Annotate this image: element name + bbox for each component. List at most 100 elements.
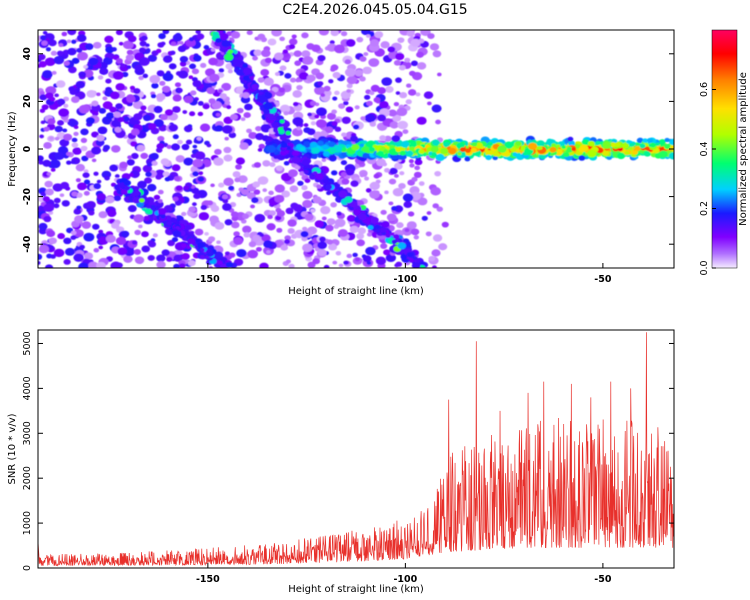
- spectral-blob: [279, 104, 291, 114]
- spectral-blob: [117, 117, 125, 123]
- spectral-blob: [228, 252, 236, 258]
- spectral-blob: [331, 121, 338, 126]
- spectral-blob: [241, 92, 250, 99]
- spectral-blob: [301, 236, 308, 242]
- spectral-blob: [153, 119, 164, 128]
- spectral-blob: [492, 155, 498, 161]
- spectral-blob: [253, 162, 262, 168]
- spectral-blob: [408, 258, 415, 263]
- spectral-blob: [397, 37, 405, 44]
- y-tick-label: 0: [22, 145, 33, 152]
- spectral-blob: [289, 77, 297, 83]
- spectral-blob: [92, 223, 100, 230]
- spectral-blob: [146, 162, 153, 167]
- spectral-blob: [189, 111, 196, 117]
- spectral-blob: [158, 208, 167, 215]
- spectral-blob: [194, 228, 204, 236]
- spectral-blob: [191, 202, 197, 207]
- spectral-blob: [218, 68, 225, 73]
- spectral-blob: [410, 60, 418, 67]
- spectral-blob: [134, 229, 142, 236]
- spectral-blob: [321, 158, 327, 163]
- spectral-blob: [299, 171, 305, 176]
- spectral-blob: [649, 142, 656, 148]
- spectral-blob: [326, 112, 337, 120]
- spectral-blob: [258, 232, 264, 237]
- spectral-blob: [127, 35, 137, 43]
- spectral-blob: [110, 91, 120, 100]
- spectral-blob: [642, 138, 648, 143]
- spectral-blob: [365, 246, 376, 256]
- spectral-blob: [137, 180, 147, 189]
- spectral-blob: [83, 169, 89, 174]
- spectral-blob: [194, 238, 200, 243]
- spectral-blob: [255, 125, 262, 132]
- spectral-blob: [246, 128, 252, 134]
- spectral-blob: [425, 231, 432, 237]
- spectral-blob: [440, 147, 449, 155]
- spectral-blob: [98, 211, 108, 219]
- spectral-blob: [397, 242, 407, 250]
- spectral-blob: [549, 146, 557, 153]
- spectral-blob: [128, 172, 134, 177]
- spectral-blob: [257, 77, 265, 83]
- spectral-blob: [88, 57, 99, 66]
- spectral-blob: [213, 157, 224, 166]
- spectral-blob: [119, 161, 128, 169]
- spectral-blob: [280, 244, 289, 251]
- spectral-blob: [58, 108, 70, 117]
- spectral-blob: [196, 33, 205, 40]
- spectral-blob: [185, 38, 196, 48]
- spectral-blob: [121, 230, 130, 238]
- spectral-blob: [41, 104, 49, 110]
- spectral-blob: [83, 190, 90, 196]
- spectral-blob: [71, 191, 78, 197]
- spectral-blob: [321, 216, 327, 221]
- spectral-blob: [230, 31, 241, 39]
- spectral-blob: [409, 70, 416, 77]
- spectral-blob: [172, 196, 179, 202]
- spectral-blob: [218, 182, 225, 188]
- y-tick-label: 5000: [22, 331, 33, 355]
- spectral-blob: [389, 121, 399, 129]
- spectral-blob: [315, 72, 325, 80]
- spectral-blob: [413, 235, 420, 240]
- spectral-blob: [88, 210, 95, 216]
- spectral-blob: [149, 74, 161, 84]
- spectral-blob: [126, 95, 136, 103]
- spectral-blob: [346, 253, 353, 259]
- spectral-blob: [409, 146, 416, 152]
- spectral-blob: [324, 184, 333, 190]
- spectral-blob: [266, 223, 276, 231]
- spectral-blob: [39, 134, 44, 139]
- spectral-blob: [323, 85, 331, 92]
- spectral-blob: [330, 64, 339, 71]
- spectral-blob: [302, 243, 313, 253]
- spectral-blob: [115, 103, 123, 110]
- spectral-blob: [83, 179, 91, 185]
- spectral-blob: [221, 125, 233, 134]
- spectral-blob: [303, 141, 312, 148]
- spectral-blob: [321, 144, 329, 150]
- spectral-blob: [328, 243, 338, 251]
- spectral-blob: [411, 262, 421, 268]
- spectral-blob: [59, 138, 70, 147]
- spectral-blob: [328, 79, 334, 84]
- spectral-blob: [155, 174, 162, 180]
- spectrogram-y-ticks: -40 -20 0 20 40: [22, 47, 674, 253]
- spectral-blob: [375, 256, 387, 265]
- spectral-blob: [271, 30, 282, 37]
- spectral-blob: [43, 126, 50, 132]
- spectral-blob: [66, 160, 72, 165]
- spectral-blob: [300, 230, 309, 238]
- spectral-blob: [142, 114, 152, 122]
- spectral-blob: [71, 39, 77, 44]
- spectral-blob: [261, 49, 271, 58]
- spectral-blob: [639, 143, 646, 149]
- spectral-blob: [172, 106, 181, 113]
- spectral-blob: [218, 89, 223, 93]
- spectral-blob: [437, 72, 442, 77]
- spectral-blob: [299, 147, 305, 151]
- spectral-blob: [223, 154, 233, 162]
- spectral-blob: [632, 150, 638, 155]
